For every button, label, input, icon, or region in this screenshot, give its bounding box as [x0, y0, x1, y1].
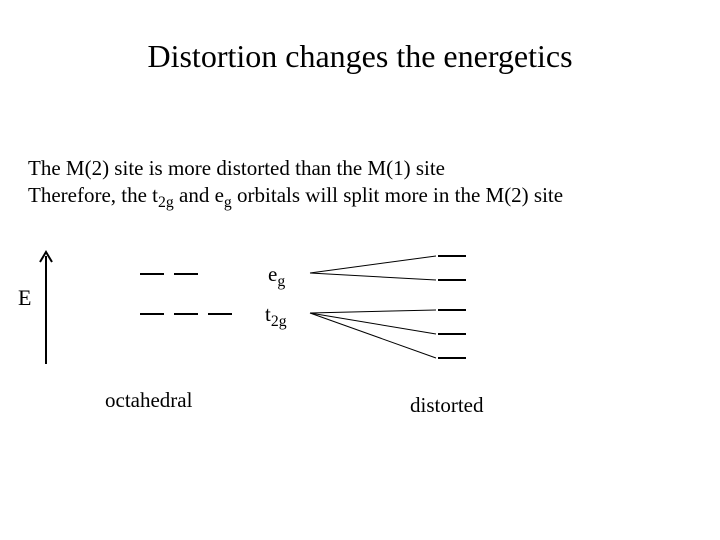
- body-line2-c: and e: [174, 183, 224, 207]
- eg-label-e: e: [268, 262, 277, 286]
- energy-axis-label: E: [18, 285, 31, 311]
- eg-label: eg: [268, 262, 285, 291]
- body-line2-d: g: [224, 194, 232, 211]
- body-line2-b: 2g: [158, 194, 174, 211]
- distorted-label: distorted: [410, 393, 484, 418]
- energy-level-diagram: [0, 0, 720, 540]
- eg-label-g: g: [277, 273, 285, 290]
- energy-axis-arrow: [38, 250, 54, 370]
- t2g-label-2g: 2g: [271, 313, 287, 330]
- body-line2-e: orbitals will split more in the M(2) sit…: [232, 183, 563, 207]
- body-line1: The M(2) site is more distorted than the…: [28, 156, 445, 180]
- page-title: Distortion changes the energetics: [0, 38, 720, 75]
- t2g-label: t2g: [265, 302, 287, 331]
- body-text: The M(2) site is more distorted than the…: [28, 155, 563, 214]
- body-line2-a: Therefore, the t: [28, 183, 158, 207]
- octahedral-label: octahedral: [105, 388, 192, 413]
